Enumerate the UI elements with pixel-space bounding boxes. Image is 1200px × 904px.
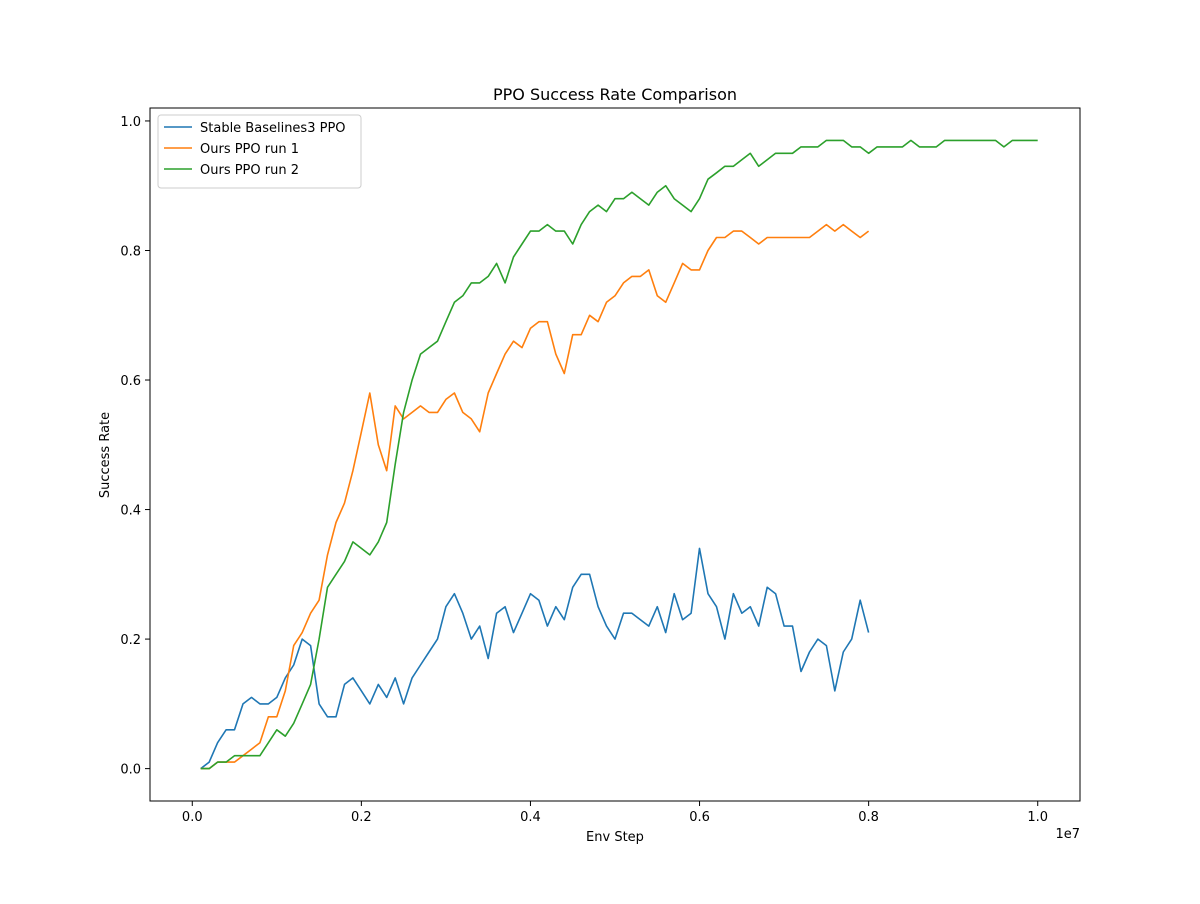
series-line-3 xyxy=(200,139,1038,770)
x-tick-label: 0.8 xyxy=(858,810,879,825)
x-tick-label: 0.2 xyxy=(351,810,372,825)
series-line-2 xyxy=(200,223,870,770)
chart-title: PPO Success Rate Comparison xyxy=(493,85,737,104)
legend-label-1: Stable Baselines3 PPO xyxy=(200,121,346,136)
y-tick-label: 1.0 xyxy=(120,115,141,130)
series-layer xyxy=(200,139,1038,770)
x-tick-label: 1.0 xyxy=(1027,810,1048,825)
y-axis-ticks: 0.0 0.2 0.4 0.6 0.8 1.0 xyxy=(120,115,150,778)
y-tick-label: 0.8 xyxy=(120,244,141,259)
y-axis-label: Success Rate xyxy=(98,412,113,498)
y-tick-label: 0.0 xyxy=(120,763,141,778)
y-tick-label: 0.4 xyxy=(120,504,141,519)
x-tick-label: 0.0 xyxy=(182,810,203,825)
legend: Stable Baselines3 PPO Ours PPO run 1 Ours … xyxy=(157,114,362,189)
legend-label-2: Ours PPO run 1 xyxy=(200,142,299,157)
legend-label-3: Ours PPO run 2 xyxy=(200,163,299,178)
axes-frame xyxy=(149,107,1081,802)
y-tick-label: 0.6 xyxy=(120,374,141,389)
y-tick-label: 0.2 xyxy=(120,633,141,648)
legend-box xyxy=(157,114,362,189)
x-tick-label: 0.4 xyxy=(520,810,541,825)
x-tick-label: 0.6 xyxy=(689,810,710,825)
series-line-1 xyxy=(200,547,870,770)
x-axis-label: Env Step xyxy=(586,830,644,845)
x-axis-ticks: 0.0 0.2 0.4 0.6 0.8 1.0 xyxy=(182,801,1048,825)
x-axis-offset-label: 1e7 xyxy=(1055,827,1080,842)
